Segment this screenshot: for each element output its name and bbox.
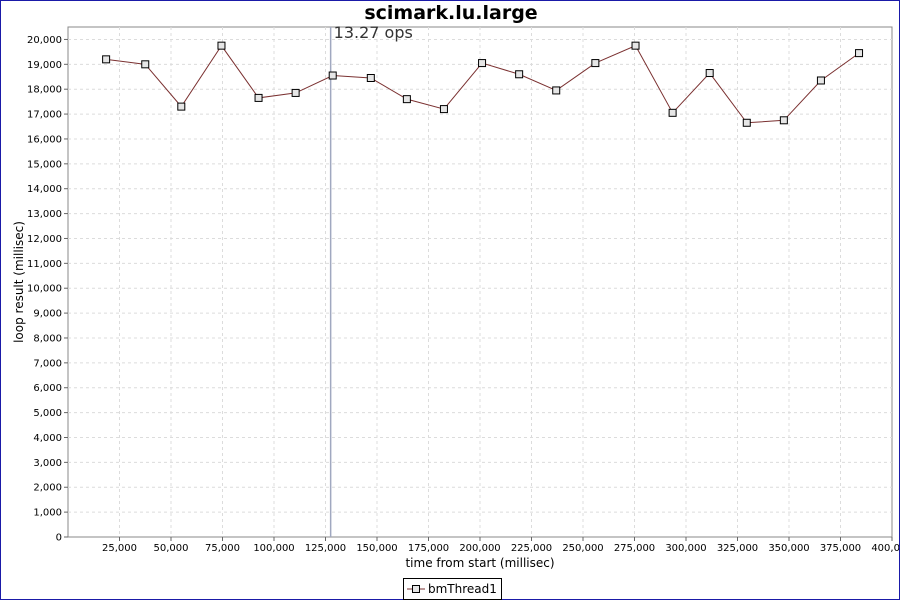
x-tick-label: 275,000 xyxy=(614,543,655,554)
data-point xyxy=(402,95,411,104)
x-tick-label: 400,000 xyxy=(871,543,899,554)
x-tick-label: 300,000 xyxy=(665,543,706,554)
data-point xyxy=(705,69,714,78)
y-tick-label: 1,000 xyxy=(33,508,62,519)
x-tick-label: 200,000 xyxy=(459,543,500,554)
data-point xyxy=(742,118,751,127)
x-tick-label: 175,000 xyxy=(408,543,449,554)
series-group xyxy=(102,41,864,127)
data-point xyxy=(291,88,300,97)
y-tick-label: 15,000 xyxy=(27,159,62,170)
annotations: 13.27 ops xyxy=(329,23,413,537)
y-tick-label: 13,000 xyxy=(27,209,62,220)
y-tick-label: 5,000 xyxy=(33,408,62,419)
data-point xyxy=(779,116,788,125)
y-tick-label: 17,000 xyxy=(27,110,62,121)
y-tick-label: 0 xyxy=(56,533,62,544)
data-point xyxy=(515,70,524,79)
data-point xyxy=(552,86,561,95)
y-tick-label: 16,000 xyxy=(27,134,62,145)
marker-label: 13.27 ops xyxy=(334,23,413,42)
data-point xyxy=(631,41,640,50)
x-tick-label: 250,000 xyxy=(562,543,603,554)
data-point xyxy=(328,71,337,80)
data-point xyxy=(217,41,226,50)
y-tick-label: 20,000 xyxy=(27,35,62,46)
y-tick-label: 3,000 xyxy=(33,458,62,469)
legend: bmThread1 xyxy=(403,578,502,600)
y-tick-label: 14,000 xyxy=(27,184,62,195)
data-point xyxy=(855,49,864,58)
x-axis-label: time from start (millisec) xyxy=(405,556,554,570)
x-tick-label: 225,000 xyxy=(511,543,552,554)
legend-swatch xyxy=(407,585,425,593)
x-tick-label: 75,000 xyxy=(205,543,240,554)
y-tick-label: 7,000 xyxy=(33,358,62,369)
x-tick-label: 125,000 xyxy=(305,543,346,554)
x-tick-label: 350,000 xyxy=(768,543,809,554)
grid-lines xyxy=(68,27,892,537)
data-point xyxy=(366,74,375,82)
y-tick-label: 11,000 xyxy=(27,259,62,270)
axes: 0 1,000 2,000 3,000 4,000 5,000 6,000 7,000 8,00… xyxy=(27,35,899,554)
x-tick-label: 150,000 xyxy=(356,543,397,554)
data-point xyxy=(439,105,448,114)
data-point xyxy=(591,59,600,68)
x-tick-label: 100,000 xyxy=(253,543,294,554)
y-tick-label: 18,000 xyxy=(27,85,62,96)
data-point xyxy=(141,60,150,69)
legend-label: bmThread1 xyxy=(428,582,497,596)
x-tick-label: 25,000 xyxy=(102,543,137,554)
data-point xyxy=(816,76,825,85)
y-tick-label: 4,000 xyxy=(33,433,62,444)
y-tick-label: 2,000 xyxy=(33,483,62,494)
data-point xyxy=(102,55,111,64)
data-point xyxy=(177,102,186,111)
data-point xyxy=(668,108,677,117)
x-tick-label: 375,000 xyxy=(820,543,861,554)
y-tick-label: 10,000 xyxy=(27,284,62,295)
chart-title: scimark.lu.large xyxy=(364,2,537,24)
y-axis-label: loop result (millisec) xyxy=(12,221,26,343)
y-tick-label: 9,000 xyxy=(33,309,62,320)
data-point xyxy=(254,93,263,102)
data-point xyxy=(478,59,487,68)
y-tick-label: 8,000 xyxy=(33,333,62,344)
y-tick-label: 6,000 xyxy=(33,383,62,394)
y-tick-label: 19,000 xyxy=(27,60,62,71)
x-tick-label: 325,000 xyxy=(717,543,758,554)
y-tick-label: 12,000 xyxy=(27,234,62,245)
x-tick-label: 50,000 xyxy=(154,543,189,554)
